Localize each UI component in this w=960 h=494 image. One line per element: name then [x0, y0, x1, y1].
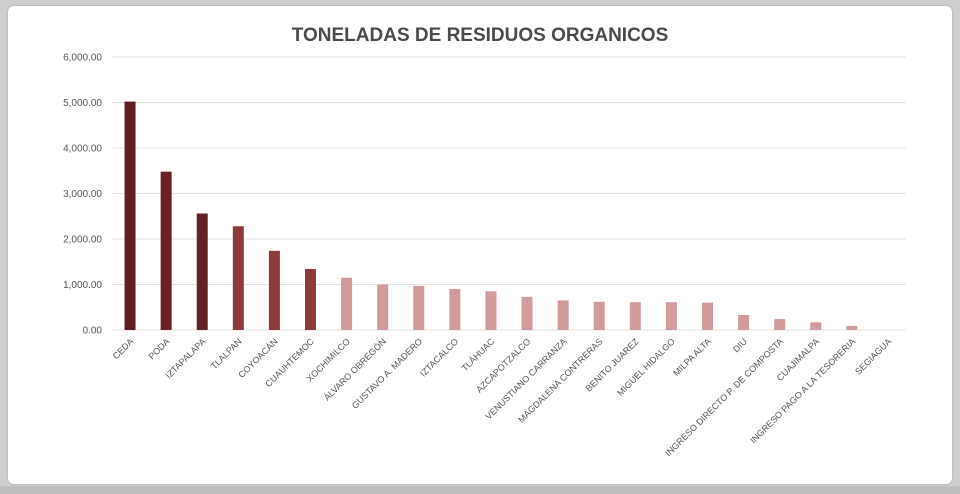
- y-tick-label: 3,000.00: [63, 189, 102, 200]
- bar: [268, 250, 280, 330]
- bar: [305, 269, 316, 330]
- bar: [196, 213, 208, 330]
- bar: [124, 101, 136, 330]
- bar: [160, 171, 172, 330]
- bar: [702, 302, 713, 330]
- bar: [593, 301, 605, 330]
- x-category-label: TLALPAN: [209, 336, 244, 371]
- x-category-label: SEGIAGUA: [853, 336, 893, 376]
- x-category-label: DIU: [731, 336, 749, 354]
- x-category-label: INGRESO DIRECTO P. DE COMPOSTA: [663, 336, 785, 458]
- bar: [738, 314, 750, 330]
- y-tick-label: 5,000.00: [63, 98, 102, 109]
- bar: [413, 285, 425, 330]
- bar: [557, 300, 569, 330]
- bar: [232, 226, 244, 330]
- bar: [810, 322, 822, 330]
- y-tick-label: 1,000.00: [63, 280, 102, 291]
- x-category-label: PODA: [146, 336, 171, 361]
- bar: [449, 289, 461, 330]
- bars: [124, 101, 858, 330]
- grid-lines: [112, 56, 906, 331]
- x-category-label: TLÁHUAC: [460, 336, 497, 373]
- bar: [774, 319, 786, 330]
- x-category-label: CEDA: [111, 336, 136, 361]
- x-category-label: MILPA ALTA: [671, 336, 713, 378]
- y-tick-label: 6,000.00: [63, 53, 102, 64]
- bar: [341, 277, 353, 330]
- chart-title: TONELADAS DE RESIDUOS ORGANICOS: [292, 25, 669, 46]
- bottom-scroll-area: [0, 486, 960, 494]
- y-tick-label: 4,000.00: [63, 144, 102, 155]
- y-tick-label: 0.00: [83, 326, 103, 337]
- bar: [485, 291, 497, 330]
- bar: [665, 302, 677, 330]
- y-axis-ticks: 0.00 1,000.00 2,000.00 3,000.00 4,000.00 5,00…: [63, 53, 102, 337]
- bar: [377, 284, 389, 330]
- bar: [846, 325, 858, 330]
- x-category-label: ÁLVARO OBREGÓN: [322, 336, 388, 402]
- y-tick-label: 2,000.00: [63, 235, 102, 246]
- bar: [629, 302, 641, 330]
- bar: [521, 296, 533, 330]
- x-category-label: IZTACALCO: [418, 336, 460, 378]
- x-category-label: GUSTAVO A. MADERO: [350, 336, 424, 410]
